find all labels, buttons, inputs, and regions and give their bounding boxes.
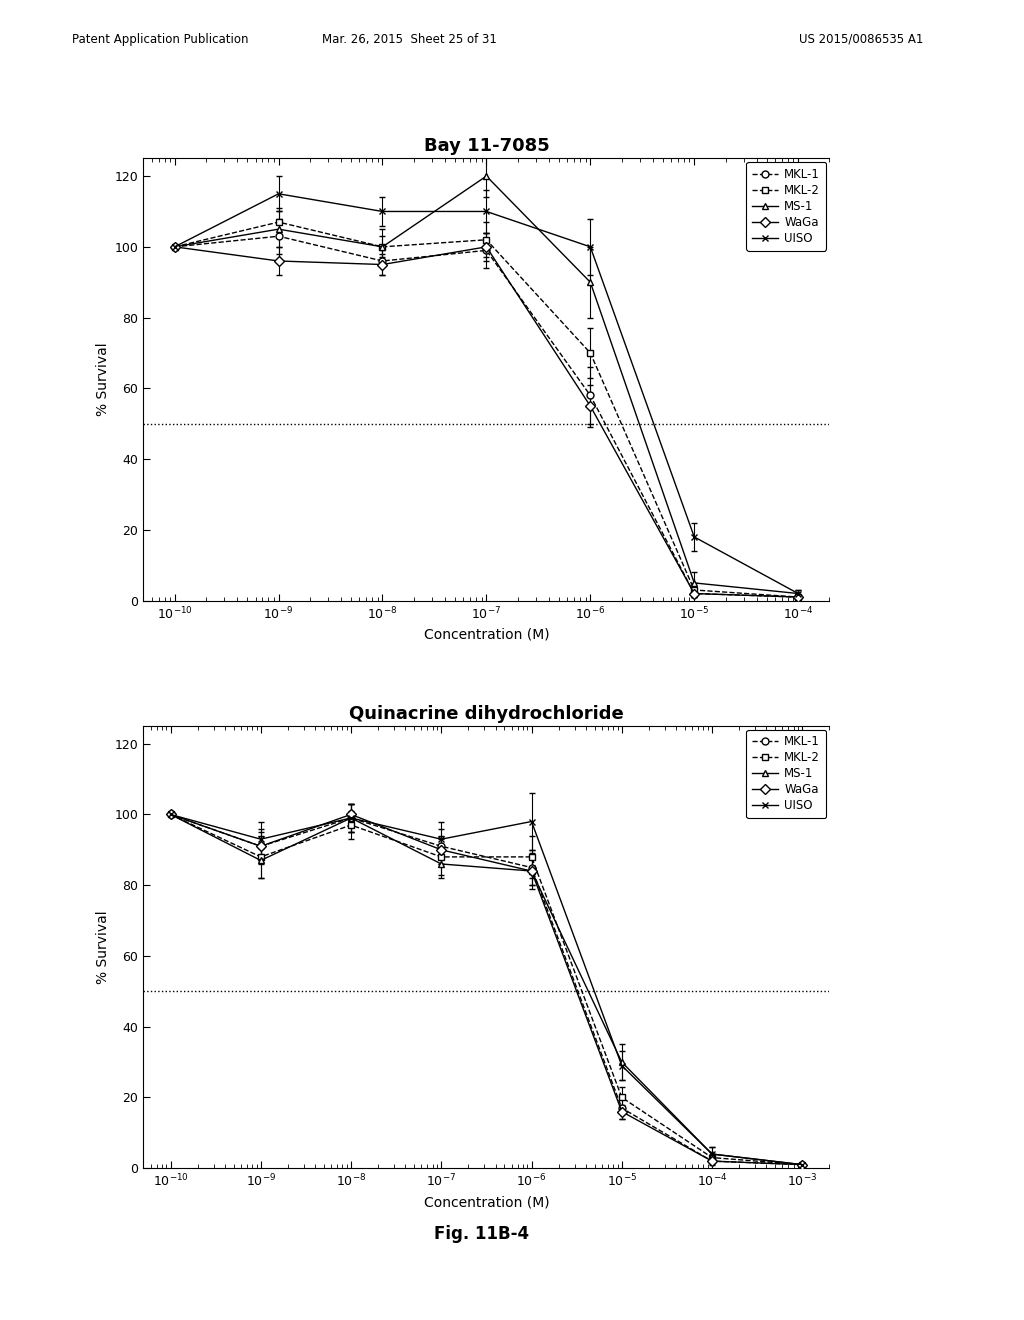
Text: US 2015/0086535 A1: US 2015/0086535 A1 <box>799 33 923 46</box>
Legend: MKL-1, MKL-2, MS-1, WaGa, UISO: MKL-1, MKL-2, MS-1, WaGa, UISO <box>746 730 826 818</box>
X-axis label: Concentration (M): Concentration (M) <box>424 627 549 642</box>
X-axis label: Concentration (M): Concentration (M) <box>424 1195 549 1209</box>
Y-axis label: % Survival: % Survival <box>96 343 111 416</box>
Y-axis label: % Survival: % Survival <box>96 911 111 983</box>
Title: Bay 11-7085: Bay 11-7085 <box>424 137 549 156</box>
Text: Mar. 26, 2015  Sheet 25 of 31: Mar. 26, 2015 Sheet 25 of 31 <box>323 33 497 46</box>
Title: Quinacrine dihydrochloride: Quinacrine dihydrochloride <box>349 705 624 723</box>
Text: Fig. 11B-4: Fig. 11B-4 <box>434 1225 528 1243</box>
Text: Patent Application Publication: Patent Application Publication <box>72 33 248 46</box>
Legend: MKL-1, MKL-2, MS-1, WaGa, UISO: MKL-1, MKL-2, MS-1, WaGa, UISO <box>746 162 826 251</box>
